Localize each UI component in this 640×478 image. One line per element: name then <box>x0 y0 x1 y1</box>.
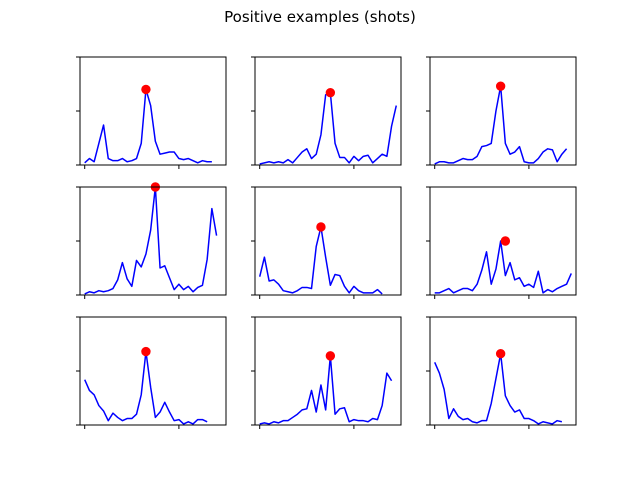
subplot-grid <box>76 56 577 429</box>
peak-marker <box>316 222 326 232</box>
series-line <box>258 226 383 295</box>
peak-marker <box>141 84 151 95</box>
series-line <box>84 186 218 295</box>
series-line <box>434 240 572 294</box>
peak-marker <box>495 349 506 359</box>
axes-frame <box>254 56 402 166</box>
subplot-3 <box>426 56 577 169</box>
figure-title: Positive examples (shots) <box>224 8 416 26</box>
subplot-8 <box>251 316 402 429</box>
peak-marker <box>500 236 511 246</box>
axes-frame <box>254 316 402 426</box>
series-line <box>434 85 568 165</box>
series-line <box>84 88 212 164</box>
subplot-6 <box>426 186 577 299</box>
subplot-2 <box>251 56 402 169</box>
peak-marker <box>141 346 151 357</box>
axes-frame <box>254 186 402 296</box>
series-line <box>259 355 393 425</box>
subplot-5 <box>251 186 402 299</box>
series-line <box>84 350 208 425</box>
series-line <box>259 91 398 165</box>
subplot-1 <box>76 56 227 169</box>
subplot-4 <box>76 182 227 299</box>
peak-marker <box>325 87 336 98</box>
axes-frame <box>79 56 227 166</box>
subplot-9 <box>426 316 577 429</box>
peak-marker <box>325 351 336 361</box>
series-line <box>434 352 563 425</box>
subplot-7 <box>76 316 227 429</box>
peak-marker <box>495 81 506 91</box>
